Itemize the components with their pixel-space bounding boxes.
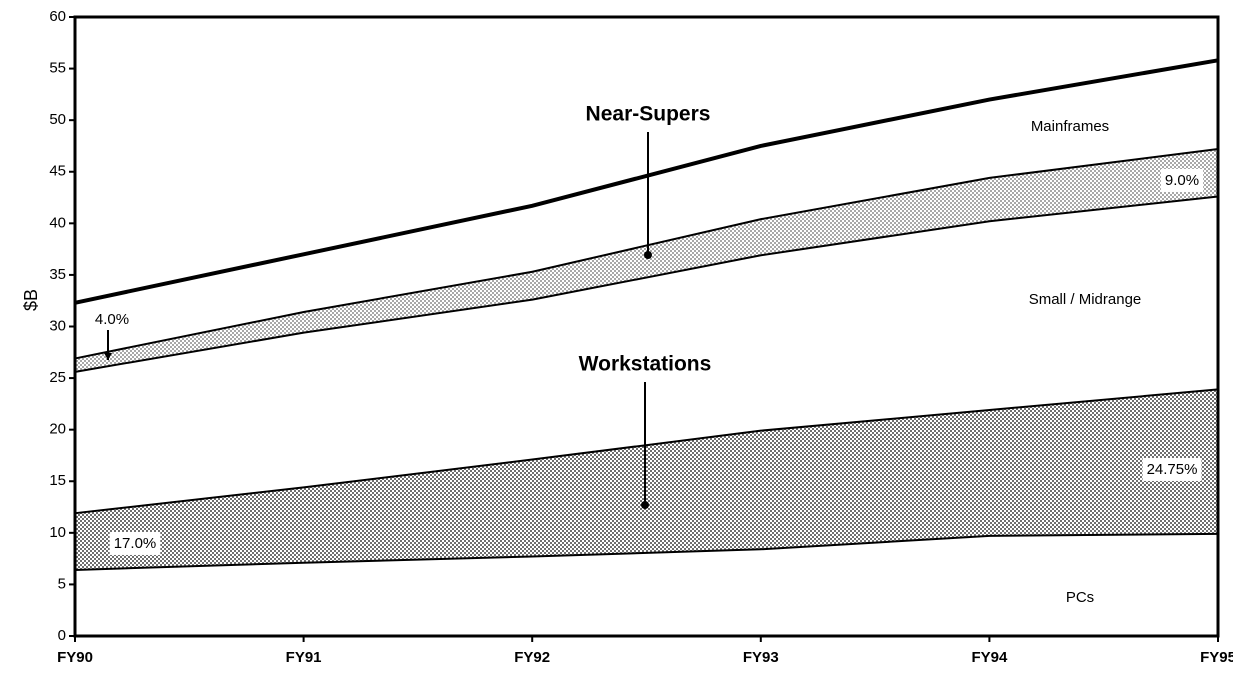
y-tick-label: 0 (58, 627, 66, 644)
series-label: PCs (1066, 589, 1094, 606)
y-tick-label: 20 (49, 421, 66, 438)
series-label: Workstations (579, 353, 712, 376)
y-tick-label: 50 (49, 111, 66, 128)
x-tick-label: FY91 (286, 649, 322, 666)
y-tick-label: 30 (49, 317, 66, 334)
area (75, 60, 1218, 358)
plot-frame (73, 15, 1220, 638)
pointer-dot (644, 251, 652, 259)
annotation: 17.0% (114, 535, 157, 552)
annotation: 24.75% (1147, 461, 1198, 478)
annotation-box (90, 307, 134, 331)
y-axis-label: $B (21, 289, 41, 311)
area (75, 148, 1218, 371)
annotation-box (109, 531, 161, 555)
annotation: 4.0% (95, 311, 129, 328)
y-tick-label: 10 (49, 524, 66, 541)
x-tick-label: FY93 (743, 649, 779, 666)
y-tick-label: 5 (58, 575, 66, 592)
y-tick-label: 60 (49, 8, 66, 25)
area-edge (74, 58, 1219, 305)
annotation: 9.0% (1165, 172, 1199, 189)
x-tick-label: FY94 (971, 649, 1008, 666)
annotation-box (1142, 457, 1202, 481)
y-tick-label: 15 (49, 472, 66, 489)
x-tick-label: FY95 (1200, 649, 1233, 666)
series-label: Small / Midrange (1029, 291, 1142, 308)
pointer-dot (641, 501, 649, 509)
area-edge (74, 146, 1219, 360)
annotation-box (1160, 168, 1204, 192)
y-tick-label: 40 (49, 214, 66, 231)
arrow-head (104, 353, 112, 360)
y-tick-label: 55 (49, 60, 66, 77)
area (75, 532, 1218, 636)
y-tick-label: 45 (49, 163, 66, 180)
x-tick-label: FY92 (514, 649, 550, 666)
area (75, 388, 1218, 569)
series-label: Near-Supers (586, 103, 711, 126)
series-label: Mainframes (1031, 118, 1109, 135)
y-tick-label: 35 (49, 266, 66, 283)
area (75, 195, 1218, 513)
x-tick-label: FY90 (57, 649, 93, 666)
y-tick-label: 25 (49, 369, 66, 386)
